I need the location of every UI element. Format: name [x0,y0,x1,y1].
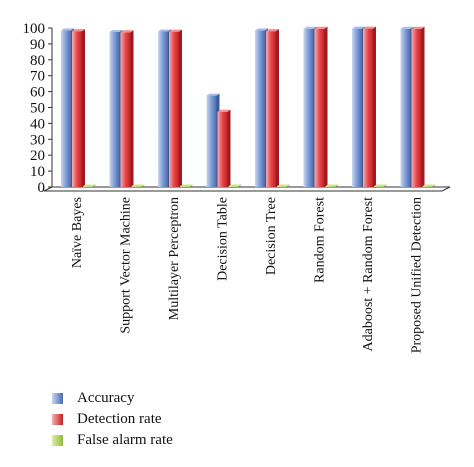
y-tick-label: 100 [23,21,46,37]
bar-false-alarm-rate-top [180,184,193,187]
legend-swatch-accuracy [52,393,63,404]
bar-false-alarm-rate [325,186,336,188]
bar-false-alarm-rate [83,186,93,188]
bar-false-alarm-rate-side [93,184,96,187]
bar-detection-rate [314,28,325,188]
bar-false-alarm-rate [228,186,239,188]
legend-swatch-false-alarm-rate [52,435,63,446]
bar-detection-rate-top [169,29,182,32]
bar-detection-rate [266,31,276,188]
y-tick-label: 50 [30,101,45,117]
bar-false-alarm-rate-top [83,184,96,187]
bar-false-alarm-rate-side [238,184,242,187]
bar-accuracy-top [206,93,220,96]
bar-accuracy [61,30,71,188]
bar-false-alarm-rate-side [287,184,290,187]
category-label: Adaboost + Random Forest [361,197,376,352]
bar-accuracy [303,28,314,188]
category-label: Decision Table [216,197,231,281]
bar-detection-rate-top [120,30,134,33]
bar-accuracy [400,28,411,188]
bar-false-alarm-rate-top [228,184,242,187]
category-label: Multilayer Perceptron [167,197,182,320]
category-label: Proposed Unified Detection [410,197,425,353]
bar-false-alarm-rate [277,186,287,188]
y-tick-label: 70 [30,69,45,85]
bar-detection-rate [363,28,373,187]
y-tick-label: 0 [38,180,46,196]
bar-detection-rate-top [217,109,231,112]
bar-accuracy-top [109,29,123,32]
bar-detection-rate-side [276,29,279,188]
bar-detection-rate [169,31,179,188]
bar-detection-rate [411,28,422,188]
bar-false-alarm-rate-top [374,184,387,187]
bar-false-alarm-rate [131,186,142,188]
bar-accuracy [352,28,362,187]
category-label: Naïve Bayes [70,197,85,268]
bar-false-alarm-rate-side [335,184,339,187]
bar-false-alarm-rate-side [432,184,436,187]
bar-accuracy-top [158,29,171,32]
bar-false-alarm-rate-top [325,184,339,187]
y-tick-label: 40 [30,116,45,132]
legend-item-false-alarm-rate: False alarm rate [52,430,173,451]
bar-accuracy-top [61,28,74,31]
bar-accuracy [158,31,168,187]
bar-false-alarm-rate-side [141,184,145,187]
bars [61,26,436,188]
legend-label: Detection rate [77,411,162,427]
bar-detection-rate-top [72,29,85,32]
bar-false-alarm-rate-side [190,184,193,187]
bar-detection-rate-top [363,26,376,29]
axes [43,28,451,192]
bar-detection-rate-side [324,26,328,188]
bar-detection-rate-top [266,29,279,32]
y-tick-label: 80 [30,53,45,69]
legend: Accuracy Detection rate False alarm rate [52,388,173,451]
bar-accuracy-top [400,26,414,29]
y-tick-label: 60 [30,85,45,101]
bar-accuracy-top [303,26,317,29]
legend-swatch-detection-rate [52,414,63,425]
bar-detection-rate-side [130,30,134,187]
bar-detection-rate-top [411,26,425,29]
legend-label: Accuracy [77,390,135,406]
bar-false-alarm-rate-top [131,184,145,187]
category-labels: Naïve Bayes Support Vector Machine Multila… [70,197,425,353]
category-label: Support Vector Machine [119,197,134,334]
legend-item-detection-rate: Detection rate [52,409,173,430]
bar-accuracy [109,31,120,187]
bar-false-alarm-rate-side [384,184,387,187]
bar-detection-rate-side [179,29,182,188]
bar-detection-rate-side [373,26,376,187]
bar-accuracy-top [255,28,268,31]
category-label: Random Forest [313,197,328,283]
bar-detection-rate [120,32,131,187]
bar-detection-rate [72,31,82,188]
bar-false-alarm-rate [180,186,190,188]
y-tick-label: 20 [30,148,45,164]
floor-plane [43,186,451,192]
category-label: Decision Tree [264,197,279,275]
bar-detection-rate [217,111,228,187]
bar-accuracy [255,30,265,188]
y-tick-label: 30 [30,132,45,148]
legend-item-accuracy: Accuracy [52,388,173,409]
bar-false-alarm-rate [374,186,384,188]
bar-accuracy [206,95,217,187]
bar-false-alarm-rate-top [422,184,436,187]
bar-detection-rate-side [82,29,85,188]
bar-detection-rate-side [227,109,231,187]
bar-detection-rate-side [421,26,425,188]
y-tick-label: 90 [30,37,45,53]
legend-label: False alarm rate [77,432,173,448]
bar-detection-rate-top [314,26,328,29]
bar-false-alarm-rate [422,186,433,188]
y-tick-label: 10 [30,164,45,180]
bar-accuracy-top [352,26,365,29]
bar-false-alarm-rate-top [277,184,290,187]
